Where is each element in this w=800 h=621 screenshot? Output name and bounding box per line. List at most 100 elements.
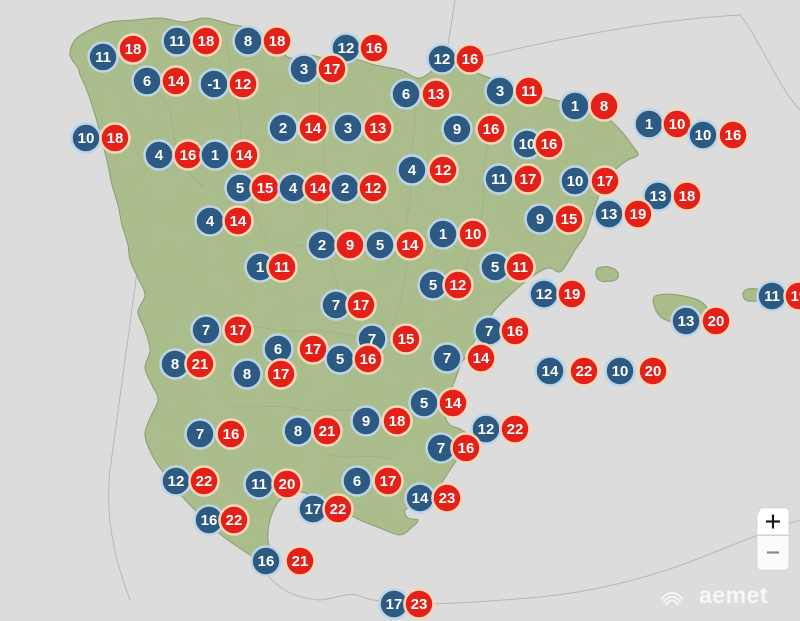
svg-text:10: 10	[695, 127, 712, 144]
svg-text:10: 10	[612, 363, 629, 380]
svg-text:7: 7	[196, 426, 204, 443]
svg-text:12: 12	[450, 277, 467, 294]
svg-text:1: 1	[256, 259, 264, 276]
svg-text:14: 14	[445, 395, 462, 412]
svg-text:19: 19	[791, 288, 800, 305]
svg-text:11: 11	[521, 83, 537, 100]
svg-text:11: 11	[274, 259, 290, 276]
svg-text:17: 17	[520, 171, 537, 188]
svg-text:4: 4	[289, 180, 298, 197]
svg-text:16: 16	[483, 121, 500, 138]
svg-text:17: 17	[386, 596, 403, 613]
svg-text:11: 11	[169, 33, 185, 50]
svg-text:9: 9	[346, 237, 354, 254]
svg-text:5: 5	[236, 180, 244, 197]
svg-text:8: 8	[244, 33, 252, 50]
svg-text:6: 6	[274, 341, 282, 358]
svg-text:10: 10	[669, 116, 686, 133]
svg-text:20: 20	[279, 476, 296, 493]
svg-text:18: 18	[269, 33, 286, 50]
svg-text:14: 14	[168, 73, 185, 90]
svg-text:16: 16	[223, 426, 240, 443]
svg-text:17: 17	[324, 61, 341, 78]
svg-text:19: 19	[564, 286, 581, 303]
svg-text:12: 12	[168, 473, 185, 490]
svg-text:4: 4	[206, 213, 215, 230]
svg-text:16: 16	[366, 40, 383, 57]
svg-text:13: 13	[601, 206, 618, 223]
svg-text:12: 12	[435, 162, 452, 179]
svg-text:23: 23	[411, 596, 428, 613]
svg-text:17: 17	[305, 501, 322, 518]
svg-text:7: 7	[443, 350, 451, 367]
svg-text:3: 3	[300, 61, 308, 78]
svg-text:10: 10	[465, 226, 482, 243]
svg-text:13: 13	[678, 313, 695, 330]
svg-text:13: 13	[650, 188, 667, 205]
svg-text:19: 19	[630, 206, 647, 223]
svg-text:15: 15	[561, 211, 578, 228]
svg-text:12: 12	[536, 286, 553, 303]
svg-text:15: 15	[257, 180, 274, 197]
svg-text:7: 7	[437, 440, 445, 457]
svg-text:16: 16	[462, 51, 479, 68]
svg-text:5: 5	[491, 259, 499, 276]
svg-text:16: 16	[201, 512, 218, 529]
svg-text:17: 17	[230, 322, 247, 339]
svg-text:17: 17	[597, 173, 614, 190]
svg-text:11: 11	[764, 288, 780, 305]
svg-text:2: 2	[318, 237, 326, 254]
svg-text:16: 16	[541, 136, 558, 153]
svg-text:14: 14	[473, 350, 490, 367]
svg-text:11: 11	[251, 476, 267, 493]
svg-text:21: 21	[192, 356, 209, 373]
svg-text:4: 4	[155, 147, 164, 164]
svg-text:22: 22	[507, 421, 524, 438]
svg-text:22: 22	[226, 512, 243, 529]
svg-text:7: 7	[485, 323, 493, 340]
svg-text:8: 8	[294, 423, 302, 440]
svg-text:14: 14	[542, 363, 559, 380]
svg-text:10: 10	[567, 173, 584, 190]
svg-text:14: 14	[402, 237, 419, 254]
svg-text:1: 1	[439, 226, 447, 243]
svg-text:16: 16	[258, 553, 275, 570]
svg-text:22: 22	[330, 501, 347, 518]
svg-text:17: 17	[380, 473, 397, 490]
svg-text:11: 11	[95, 49, 111, 66]
svg-text:12: 12	[235, 76, 252, 93]
svg-text:17: 17	[353, 297, 370, 314]
svg-text:20: 20	[708, 313, 725, 330]
svg-text:1: 1	[645, 116, 653, 133]
svg-text:10: 10	[78, 130, 95, 147]
svg-text:12: 12	[365, 180, 382, 197]
svg-text:1: 1	[211, 147, 219, 164]
svg-text:5: 5	[429, 277, 437, 294]
svg-text:-1: -1	[207, 76, 220, 93]
svg-text:7: 7	[332, 297, 340, 314]
svg-text:8: 8	[171, 356, 179, 373]
svg-text:18: 18	[107, 130, 124, 147]
svg-text:9: 9	[453, 121, 461, 138]
svg-text:14: 14	[412, 490, 429, 507]
svg-text:10: 10	[519, 136, 536, 153]
svg-text:17: 17	[305, 341, 322, 358]
svg-text:5: 5	[376, 237, 384, 254]
svg-text:16: 16	[458, 440, 475, 457]
svg-text:16: 16	[725, 127, 742, 144]
svg-text:12: 12	[478, 421, 495, 438]
svg-text:14: 14	[310, 180, 327, 197]
svg-text:9: 9	[536, 211, 544, 228]
svg-text:13: 13	[370, 120, 387, 137]
svg-text:23: 23	[439, 490, 456, 507]
svg-text:2: 2	[279, 120, 287, 137]
svg-text:21: 21	[319, 423, 336, 440]
svg-text:16: 16	[180, 147, 197, 164]
svg-text:12: 12	[338, 40, 355, 57]
svg-text:6: 6	[353, 473, 361, 490]
svg-text:14: 14	[230, 213, 247, 230]
svg-text:20: 20	[645, 363, 662, 380]
svg-text:17: 17	[273, 366, 290, 383]
svg-text:11: 11	[512, 259, 528, 276]
svg-text:18: 18	[389, 413, 406, 430]
